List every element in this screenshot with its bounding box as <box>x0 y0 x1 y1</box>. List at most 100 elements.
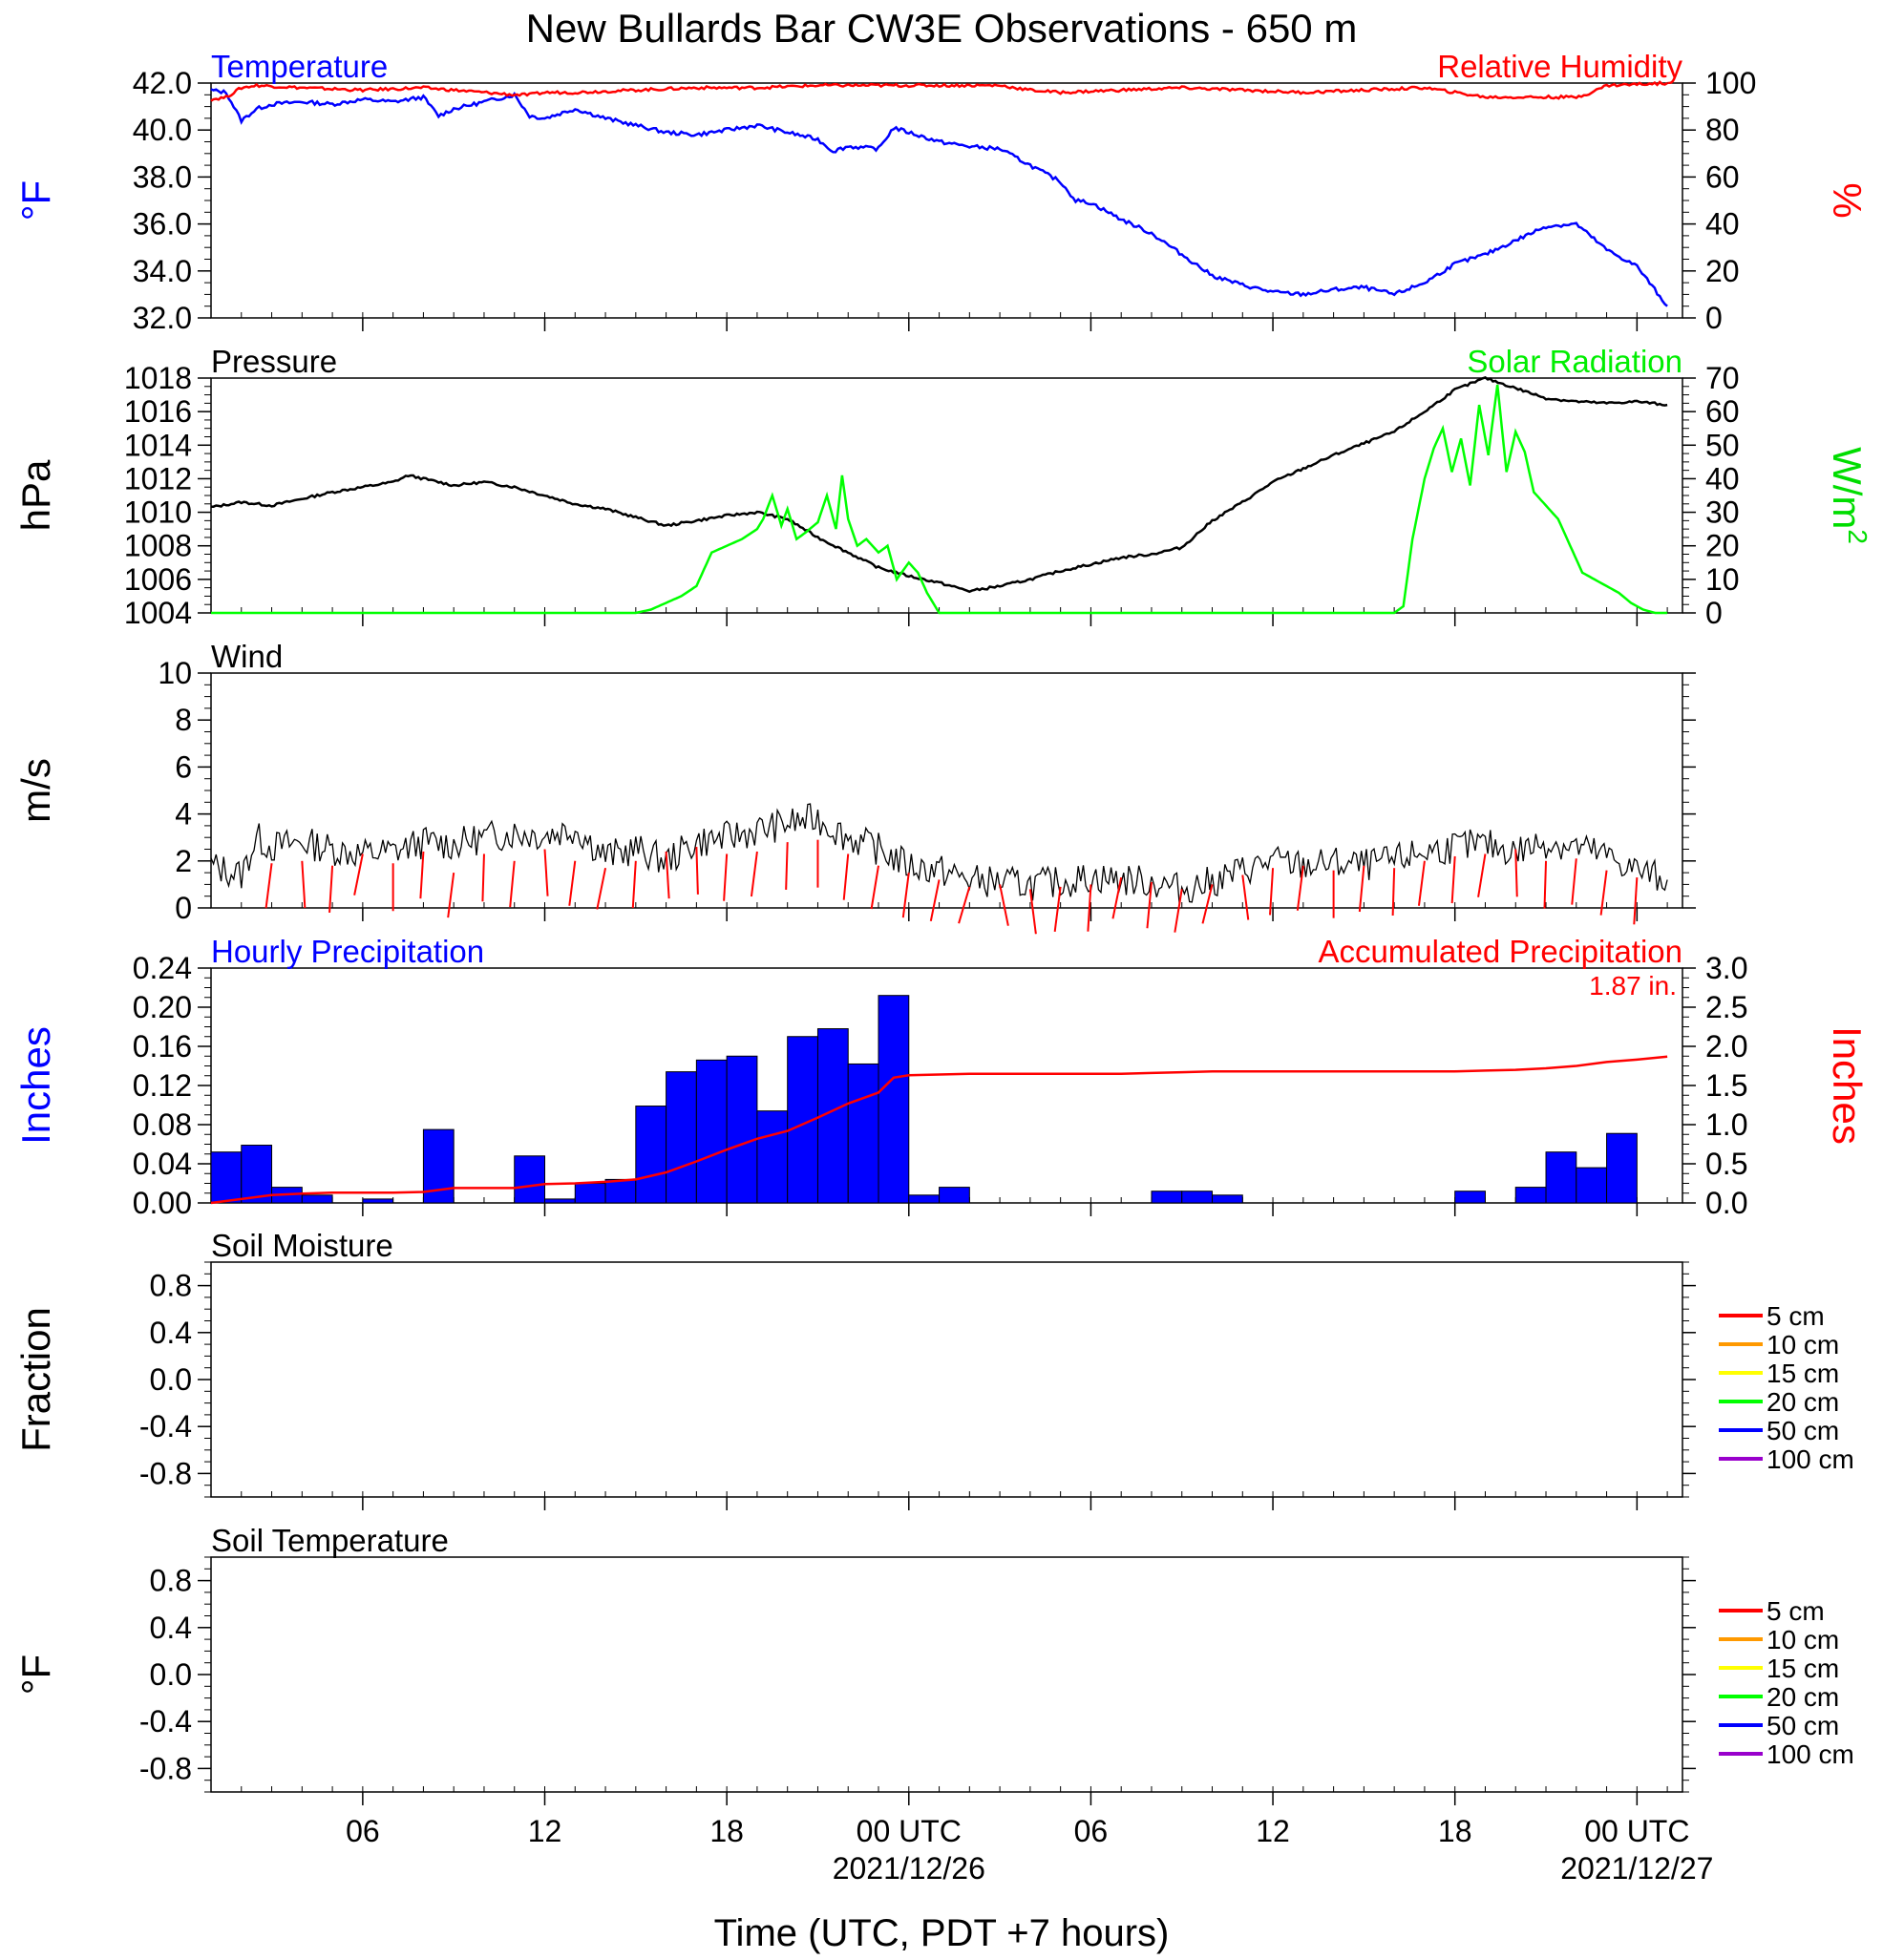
legend-label: 100 cm <box>1767 1444 1854 1474</box>
wind-barb <box>264 863 273 909</box>
y-axis-label-right-text: % <box>1825 182 1870 218</box>
wind-barb <box>870 865 879 910</box>
y-tick-label: 34.0 <box>133 254 192 288</box>
precip-bar <box>1545 1151 1577 1204</box>
wind-barb <box>1296 865 1304 911</box>
panel-title-right: Solar Radiation <box>1467 344 1682 379</box>
y-axis-label-right: W/m2 <box>1825 447 1872 544</box>
y-tick-label: 10 <box>158 656 192 690</box>
y-axis-label: hPa <box>13 459 58 531</box>
y-tick-label: -0.4 <box>139 1409 192 1444</box>
precip-bar <box>695 1059 728 1204</box>
y-right-tick-label: 50 <box>1705 428 1740 462</box>
x-date-label: 2021/12/26 <box>833 1851 985 1886</box>
y-right-tick-label: 100 <box>1705 66 1756 100</box>
legend-label: 50 cm <box>1767 1416 1839 1445</box>
precip-bar <box>635 1106 667 1204</box>
panel-temperature_humidity: 32.0 34.0 36.0 38.0 40.0 42.0 0 20 40 60 80 100 Temp… <box>13 49 1870 335</box>
y-tick-label: 0.0 <box>150 1362 192 1397</box>
wind-barb <box>1358 865 1365 913</box>
x-tick-label: 18 <box>709 1814 744 1848</box>
y-tick-label: 6 <box>175 749 192 784</box>
legend-label: 50 cm <box>1767 1711 1839 1740</box>
y-tick-label: 2 <box>175 844 192 878</box>
wind-barb <box>999 884 1009 926</box>
y-tick-label: 1018 <box>124 361 192 395</box>
precip-bar <box>847 1063 879 1204</box>
wind-barb <box>1269 868 1275 916</box>
y-right-tick-label: 0 <box>1705 596 1723 630</box>
x-tick-label: 06 <box>1074 1814 1109 1848</box>
precip-bar <box>1212 1194 1243 1204</box>
wind-barb <box>353 854 364 896</box>
precip-bar <box>1514 1187 1547 1204</box>
legend-label: 5 cm <box>1767 1301 1825 1331</box>
wind-barb <box>543 849 549 896</box>
y-tick-label: 1008 <box>124 529 192 563</box>
y-axis-label-right-text: W/m <box>1825 447 1870 529</box>
wind-barb <box>1514 849 1518 897</box>
precip-bar <box>544 1198 576 1204</box>
precip-bar <box>756 1110 789 1204</box>
panel-title-left: Soil Moisture <box>211 1228 393 1263</box>
legend-label: 5 cm <box>1767 1596 1825 1626</box>
wind-barb <box>568 860 577 906</box>
legend-label: 10 cm <box>1767 1330 1839 1359</box>
precip-bar <box>604 1178 637 1204</box>
series-line-pressure <box>211 375 1668 594</box>
panel-title-right: Accumulated Precipitation <box>1318 934 1682 969</box>
y-tick-label: 1014 <box>124 428 192 462</box>
y-tick-label: 8 <box>175 703 192 737</box>
y-tick-label: 1012 <box>124 461 192 495</box>
y-tick-label: 0 <box>175 891 192 925</box>
y-tick-label: 0.8 <box>150 1269 192 1303</box>
wind-barb <box>1201 884 1214 924</box>
y-axis-label-right-sup: 2 <box>1843 529 1872 544</box>
y-right-tick-label: 70 <box>1705 361 1740 395</box>
y-right-tick-label: 1.5 <box>1705 1068 1747 1103</box>
panel-title-left: Wind <box>211 639 283 674</box>
wind-barb <box>1450 855 1456 904</box>
panel-wind: 0 2 4 6 8 10 Wind m/s <box>13 639 1696 935</box>
wind-barb <box>1543 860 1548 909</box>
legend-label: 15 cm <box>1767 1359 1839 1388</box>
series-line-wind-speed <box>210 803 1668 904</box>
panel-title-left: Temperature <box>211 49 388 84</box>
precip-bar <box>362 1198 394 1204</box>
x-tick-label: 18 <box>1438 1814 1472 1848</box>
wind-barb <box>509 860 516 908</box>
panel-frame <box>210 1261 1683 1498</box>
y-right-tick-label: 0.0 <box>1705 1186 1747 1220</box>
y-right-tick-label: 20 <box>1705 254 1740 288</box>
panel-title-left: Pressure <box>211 344 337 379</box>
panel-frame <box>210 377 1683 614</box>
y-right-tick-label: 0 <box>1705 301 1723 335</box>
panel-frame <box>210 1556 1683 1793</box>
x-tick-label: 00 UTC <box>857 1814 962 1848</box>
wind-barb <box>1477 854 1487 897</box>
panel-soil_moisture: -0.8 -0.4 0.0 0.4 0.8 Soil Moisture Fraction 5 … <box>13 1228 1854 1510</box>
precip-bar <box>574 1183 606 1204</box>
precip-bar <box>939 1187 970 1204</box>
y-tick-label: 0.16 <box>133 1029 192 1064</box>
y-right-tick-label: 20 <box>1705 529 1740 563</box>
x-axis-label: Time (UTC, PDT +7 hours) <box>714 1912 1170 1954</box>
y-tick-label: -0.4 <box>139 1704 192 1739</box>
wind-barb <box>328 865 334 914</box>
precip-bar <box>666 1071 697 1204</box>
y-tick-label: 0.0 <box>150 1657 192 1692</box>
wind-barb <box>901 872 910 918</box>
precip-bar <box>514 1155 546 1204</box>
legend-label: 100 cm <box>1767 1739 1854 1769</box>
panel-title-left: Soil Temperature <box>211 1523 449 1558</box>
wind-barb <box>1028 889 1037 935</box>
wind-barb <box>631 860 637 909</box>
precip-bar <box>241 1145 273 1204</box>
precip-bar <box>1606 1132 1638 1204</box>
precip-bar <box>210 1151 243 1204</box>
x-tick-label: 00 UTC <box>1584 1814 1689 1848</box>
y-right-tick-label: 60 <box>1705 394 1740 429</box>
y-right-tick-label: 40 <box>1705 207 1740 242</box>
precip-bar <box>1151 1191 1183 1204</box>
